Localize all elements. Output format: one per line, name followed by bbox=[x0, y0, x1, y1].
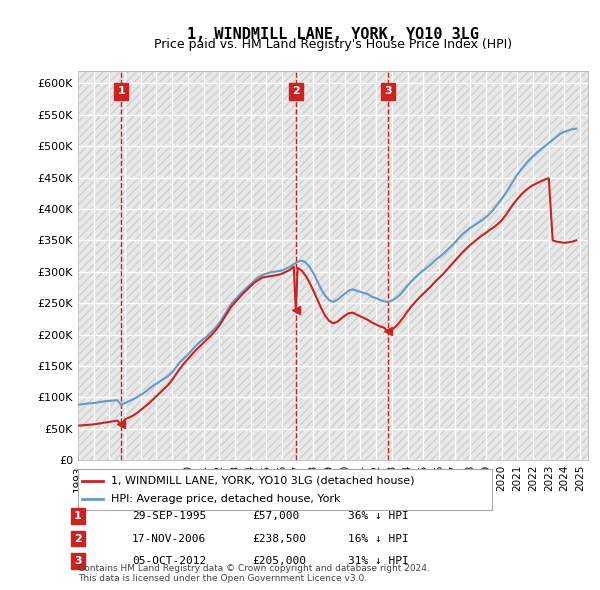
Text: 1, WINDMILL LANE, YORK, YO10 3LG (detached house): 1, WINDMILL LANE, YORK, YO10 3LG (detach… bbox=[111, 476, 415, 486]
Text: Price paid vs. HM Land Registry's House Price Index (HPI): Price paid vs. HM Land Registry's House … bbox=[154, 38, 512, 51]
Text: 16% ↓ HPI: 16% ↓ HPI bbox=[348, 534, 409, 543]
Text: 2: 2 bbox=[292, 86, 299, 96]
Text: 2: 2 bbox=[74, 534, 82, 543]
Text: 3: 3 bbox=[74, 556, 82, 566]
Text: 17-NOV-2006: 17-NOV-2006 bbox=[132, 534, 206, 543]
Text: 05-OCT-2012: 05-OCT-2012 bbox=[132, 556, 206, 566]
Text: 1: 1 bbox=[117, 86, 125, 96]
Text: 1, WINDMILL LANE, YORK, YO10 3LG: 1, WINDMILL LANE, YORK, YO10 3LG bbox=[187, 27, 479, 41]
Text: £57,000: £57,000 bbox=[252, 512, 299, 521]
Text: 31% ↓ HPI: 31% ↓ HPI bbox=[348, 556, 409, 566]
Text: 36% ↓ HPI: 36% ↓ HPI bbox=[348, 512, 409, 521]
Text: 29-SEP-1995: 29-SEP-1995 bbox=[132, 512, 206, 521]
Text: Contains HM Land Registry data © Crown copyright and database right 2024.
This d: Contains HM Land Registry data © Crown c… bbox=[78, 563, 430, 583]
Text: HPI: Average price, detached house, York: HPI: Average price, detached house, York bbox=[111, 494, 341, 504]
Text: 3: 3 bbox=[385, 86, 392, 96]
Text: £238,500: £238,500 bbox=[252, 534, 306, 543]
Text: £205,000: £205,000 bbox=[252, 556, 306, 566]
Text: 1: 1 bbox=[74, 512, 82, 521]
